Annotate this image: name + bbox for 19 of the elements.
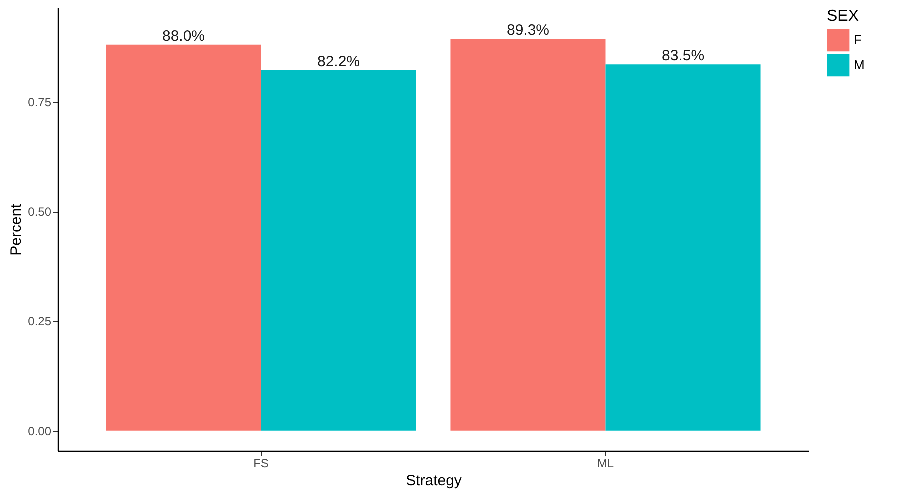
- legend-label: M: [854, 58, 865, 72]
- data-label: 82.2%: [317, 53, 360, 70]
- bar: [606, 64, 761, 431]
- bar: [450, 39, 606, 431]
- data-label: 89.3%: [506, 22, 550, 40]
- y-tick-label: 0.50: [28, 205, 52, 220]
- x-tick-label: ML: [597, 456, 614, 470]
- bar: [261, 70, 416, 431]
- y-tick-label: 0.00: [28, 424, 52, 438]
- data-label: 88.0%: [162, 28, 206, 45]
- x-axis-title: Strategy: [406, 472, 462, 490]
- y-axis-title: Percent: [8, 203, 26, 256]
- legend-label: F: [854, 32, 862, 48]
- y-tick-label: 0.75: [28, 95, 52, 110]
- x-tick-label: FS: [254, 456, 269, 470]
- y-tick-label: 0.25: [28, 314, 52, 329]
- legend-title: SEX: [827, 8, 860, 25]
- bar: [106, 44, 262, 431]
- data-label: 83.5%: [662, 48, 705, 65]
